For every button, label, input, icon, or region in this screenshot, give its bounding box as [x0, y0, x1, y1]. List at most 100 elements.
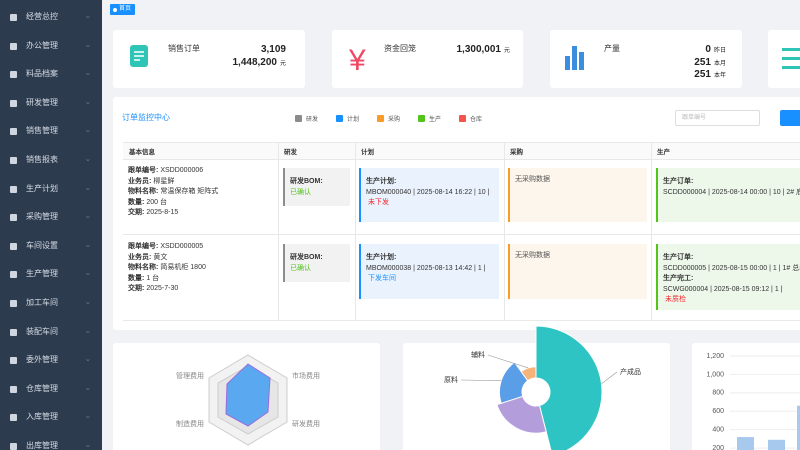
chevron: ›	[84, 44, 92, 47]
menu-item[interactable]: 销售报表 ›	[0, 146, 102, 174]
y-tick-label: 800	[712, 390, 724, 397]
production-detail: SCDD000005 | 2025-08-15 00:00 | 1 | 1# 总…	[663, 264, 800, 272]
stat-card	[332, 30, 523, 88]
legend-swatch	[336, 115, 343, 122]
radar-label: 市场费用	[292, 371, 320, 380]
purchase-text: 无采购数据	[515, 252, 550, 259]
tab[interactable]: 首页	[110, 4, 136, 15]
y-tick-label: 400	[712, 427, 724, 434]
menu-item[interactable]: 销售管理 ›	[0, 117, 102, 145]
menu-label: 委外管理	[26, 355, 58, 365]
radar	[208, 354, 288, 446]
legend-label: 仓库	[470, 117, 483, 123]
menu-item[interactable]: 委外管理 ›	[0, 346, 102, 374]
legend-swatch	[459, 115, 466, 122]
production-text: SCDD000005 | 2025-08-15 00:00 | 1 | 1# 总…	[663, 264, 800, 275]
search-input[interactable]: 跟单编号	[675, 110, 760, 126]
stat-line: 0 昨日	[705, 44, 726, 55]
production-text: SCDD000004 | 2025-08-14 00:00 | 10 | 2# …	[663, 188, 800, 199]
status-box: 研发BOM: 已确认	[283, 168, 350, 206]
menu-icon	[10, 385, 17, 393]
y-tick-label: 200	[712, 445, 724, 450]
column-header: 生产	[657, 149, 670, 156]
info-label: 数量:	[128, 198, 145, 206]
stat-unit: 元	[503, 48, 510, 54]
info-line: 物料名称: 常温保存箱 矩阵式	[128, 187, 273, 198]
menu-icon	[10, 242, 17, 250]
chevron: ›	[84, 359, 92, 362]
plan-text: MBOM000040 | 2025-08-14 16:22 | 10 |	[366, 188, 490, 196]
info-label: 交期:	[128, 209, 145, 216]
info-line: 数量: 200 台	[128, 198, 273, 209]
menu-label: 销售管理	[26, 126, 58, 136]
stat-title: 资金回笼	[384, 44, 416, 53]
stat-line: 1,300,001 元	[456, 44, 510, 55]
stat-value: 1,448,200	[232, 56, 277, 68]
menu-label: 装配车间	[26, 326, 58, 336]
menu-item[interactable]: 车间设置 ›	[0, 232, 102, 260]
chevron: ›	[84, 187, 92, 190]
chevron: ›	[84, 130, 92, 133]
row-divider	[123, 234, 800, 235]
stat-unit: 本月	[713, 60, 726, 67]
status-box: 生产计划: MBOM000040 | 2025-08-14 16:22 | 10 …	[359, 168, 499, 222]
column-header: 研发	[284, 149, 297, 156]
menu-label: 出库管理	[26, 441, 58, 450]
production-title: 生产订单:	[663, 254, 694, 261]
menu-item[interactable]: 生产计划 ›	[0, 175, 102, 203]
production-title: 生产订单:	[663, 178, 694, 185]
menu-item[interactable]: 装配车间 ›	[0, 318, 102, 346]
leader-line	[460, 379, 502, 381]
production-title: 生产完工:	[663, 275, 694, 282]
info-line: 物料名称: 简易机柜 1800	[128, 263, 273, 274]
radar-label: 研发费用	[292, 419, 320, 428]
search-button[interactable]	[780, 110, 800, 126]
menu-label: 研发管理	[26, 97, 58, 107]
info-label: 交期:	[128, 285, 145, 292]
stat-unit: 昨日	[713, 48, 726, 54]
rd-status: 已确认	[290, 188, 311, 196]
info-label: 跟单编号:	[128, 243, 159, 250]
pie-slice	[496, 395, 547, 434]
menu-item[interactable]: 料品档案 ›	[0, 60, 102, 88]
rd-title: 研发BOM:	[290, 254, 323, 261]
menu-label: 生产计划	[26, 183, 58, 193]
column-header: 基本信息	[129, 149, 155, 156]
menu-item[interactable]: 研发管理 ›	[0, 89, 102, 117]
menu-item[interactable]: 经营总控 ›	[0, 3, 102, 31]
stat-value: 3,109	[260, 44, 286, 55]
stat-line: 251 本月	[694, 57, 726, 68]
menu-item[interactable]: 仓库管理 ›	[0, 375, 102, 403]
production-detail: SCDD000004 | 2025-08-14 00:00 | 10 | 2# …	[663, 188, 800, 196]
menu-item[interactable]: 入库管理 ›	[0, 403, 102, 431]
panel-title: 订单监控中心	[122, 113, 170, 122]
sidebar	[0, 0, 102, 450]
column-header: 采购	[510, 149, 523, 156]
menu-label: 加工车间	[26, 298, 58, 307]
menu-icon	[10, 157, 17, 164]
production-status: 未质检	[665, 296, 686, 303]
menu-item[interactable]: 生产管理 ›	[0, 260, 102, 288]
menu-item[interactable]: 办公管理 ›	[0, 32, 102, 60]
info-value: 柳星鲜	[153, 177, 175, 185]
rd-title: 研发BOM:	[290, 178, 323, 185]
status-box: 无采购数据	[508, 244, 647, 299]
menu-label: 办公管理	[26, 40, 58, 50]
info-value: 常温保存箱 矩阵式	[160, 188, 219, 195]
menu-icon	[10, 14, 17, 21]
row-divider	[123, 320, 800, 321]
icon	[134, 51, 144, 61]
menu-item[interactable]: 出库管理 ›	[0, 432, 102, 450]
menu-icon	[10, 71, 17, 79]
icon	[565, 46, 584, 70]
legend-swatch	[295, 115, 302, 122]
bar	[797, 405, 800, 450]
menu-label: 料品档案	[26, 69, 58, 79]
menu-item[interactable]: 采购管理 ›	[0, 203, 102, 231]
column-divider	[651, 142, 652, 320]
chevron: ›	[84, 216, 92, 219]
menu-item[interactable]: 加工车间 ›	[0, 289, 102, 317]
pie-slice	[535, 325, 603, 450]
chevron: ›	[84, 158, 92, 162]
menu-icon	[10, 328, 17, 336]
